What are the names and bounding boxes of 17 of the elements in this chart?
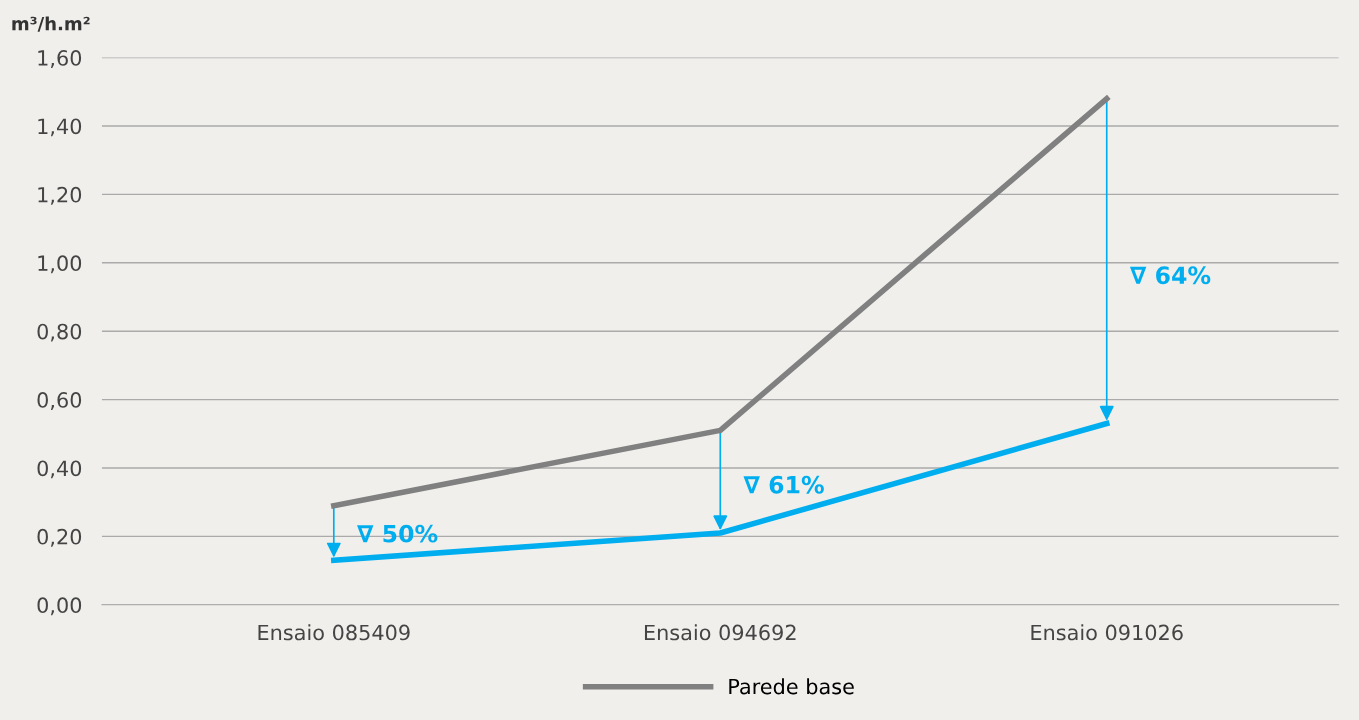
y-axis-title: m³/h.m² [12,16,90,32]
annotation: ∇ 50% [356,524,438,543]
y-tick-label: 1,40 [38,118,82,137]
y-tick-label: 0,60 [37,392,82,410]
y-tick-label: 1,20 [38,186,82,205]
y-tick-label: 0,00 [37,597,82,616]
x-tick-label: Ensaio 094692 [644,624,796,641]
text: Parede base [729,678,854,695]
y-tick-label: 0,40 [37,460,82,479]
annotation: ∇ 61% [743,475,824,494]
y-tick-label: 0,80 [37,323,82,342]
y-tick-label: 1,00 [38,255,82,274]
annotation: ∇ 64% [1129,266,1211,285]
x-tick-label: Ensaio 085409 [258,624,410,641]
x-tick-label: Ensaio 091026 [1031,624,1183,641]
y-tick-label: 1,60 [38,50,82,68]
y-tick-label: 0,20 [37,528,82,547]
